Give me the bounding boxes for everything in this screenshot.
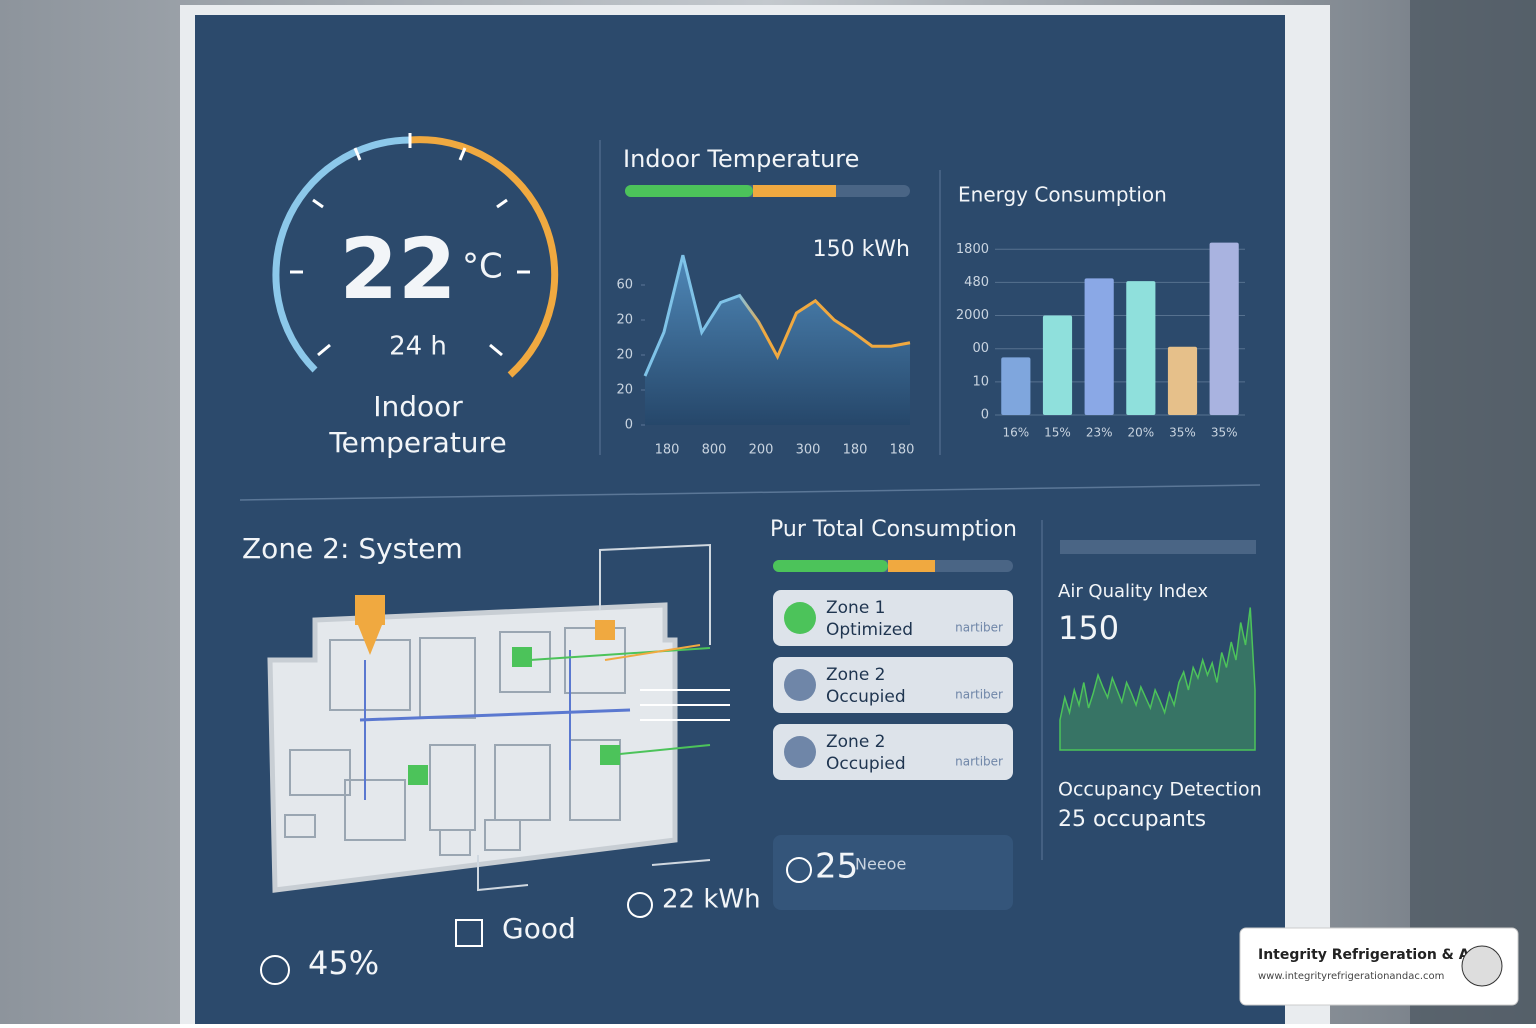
occupancy-count: 25 occupants [1058,807,1206,832]
x-tick-label: 16% [1002,426,1029,440]
bar [1042,315,1073,415]
gauge-arc [272,136,411,373]
progress-segment [773,560,888,572]
floor-plan [267,543,730,893]
badge-logo [1461,945,1503,987]
bar [1209,242,1239,415]
zone-card [773,657,1013,713]
sensor [512,647,532,667]
stat: 45% [308,944,379,982]
sensor [595,620,615,640]
stat: 22 kWh [662,885,761,915]
zone-icon [784,602,816,634]
y-tick-label: 0 [981,408,989,423]
x-tick-label: 15% [1044,426,1071,440]
y-tick-label: 1800 [956,242,989,257]
x-tick-label: 180 [655,443,680,458]
line [643,254,911,377]
zone-icon [784,669,816,701]
icon [627,892,653,918]
bar [1126,281,1156,415]
y-tick-label: 20 [616,348,633,363]
y-tick-label: 60 [616,278,633,293]
zone-name: Zone 2 [826,732,886,752]
panel-title: Zone 2: System [242,532,463,565]
summary-label: Neeoe [855,855,906,874]
marker [358,625,382,655]
gauge-arc [409,136,559,378]
y-tick-label: 10 [972,374,989,389]
summary-card [773,835,1013,910]
y-tick-label: 480 [964,275,989,290]
bar [1084,278,1114,415]
office-blur [1410,0,1536,1024]
sensor [600,745,620,765]
panel-title: Occupancy Detection [1058,779,1262,801]
x-tick-label: 200 [749,443,774,458]
y-tick-label: 2000 [956,308,989,323]
zone-icon [784,736,816,768]
marker [355,595,385,625]
icon [455,919,483,947]
zone-card [773,590,1013,646]
zone-status: Optimized [826,620,913,640]
gauge-label: Indoor [373,390,463,423]
x-tick-label: 800 [702,443,727,458]
bar [1001,357,1031,415]
gauge-sub: 24 h [389,332,447,362]
zone-tag: nartiber [955,688,1003,702]
icon [786,857,812,883]
divider [239,484,1261,501]
x-tick-label: 300 [796,443,821,458]
gauge-value: 22 [340,220,457,318]
x-tick-label: 180 [890,443,915,458]
zone-name: Zone 2 [826,665,886,685]
line [1059,607,1256,751]
zone-status: Occupied [826,754,906,774]
badge-url: www.integrityrefrigerationandac.com [1258,971,1444,982]
zone-tag: nartiber [955,755,1003,769]
badge-name: Integrity Refrigeration & AC [1258,947,1480,963]
panel-title: Indoor Temperature [623,145,859,173]
area [645,255,910,425]
bar-placeholder [1060,540,1256,554]
x-tick-label: 20% [1127,426,1154,440]
progress-segment [888,560,935,572]
summary-value: 25 [815,847,858,887]
x-tick-label: 23% [1086,426,1113,440]
progress-segment [625,185,753,197]
x-tick-label: 35% [1169,426,1196,440]
panel-title: Air Quality Index [1058,581,1208,602]
zone-card [773,724,1013,780]
y-tick-label: 00 [972,341,989,356]
annotation: 150 kWh [813,237,910,262]
y-tick-label: 20 [616,313,633,328]
sensor [408,765,428,785]
stat: Good [502,912,576,945]
bar [1167,346,1198,415]
gauge-label: Temperature [328,426,506,459]
zone-tag: nartiber [955,621,1003,635]
gauge-unit: °C [462,247,503,287]
zone-status: Occupied [826,687,906,707]
y-tick-label: 20 [616,383,633,398]
y-tick-label: 0 [625,418,633,433]
progress-segment [753,185,836,197]
badge [1239,927,1519,1006]
gauge-ticks [290,133,530,357]
panel-title: Energy Consumption [958,183,1167,207]
icon [260,955,290,985]
zone-name: Zone 1 [826,598,886,618]
panel-title: Pur Total Consumption [770,517,1017,542]
x-tick-label: 35% [1211,426,1238,440]
x-tick-label: 180 [843,443,868,458]
aqi-value: 150 [1058,609,1119,647]
